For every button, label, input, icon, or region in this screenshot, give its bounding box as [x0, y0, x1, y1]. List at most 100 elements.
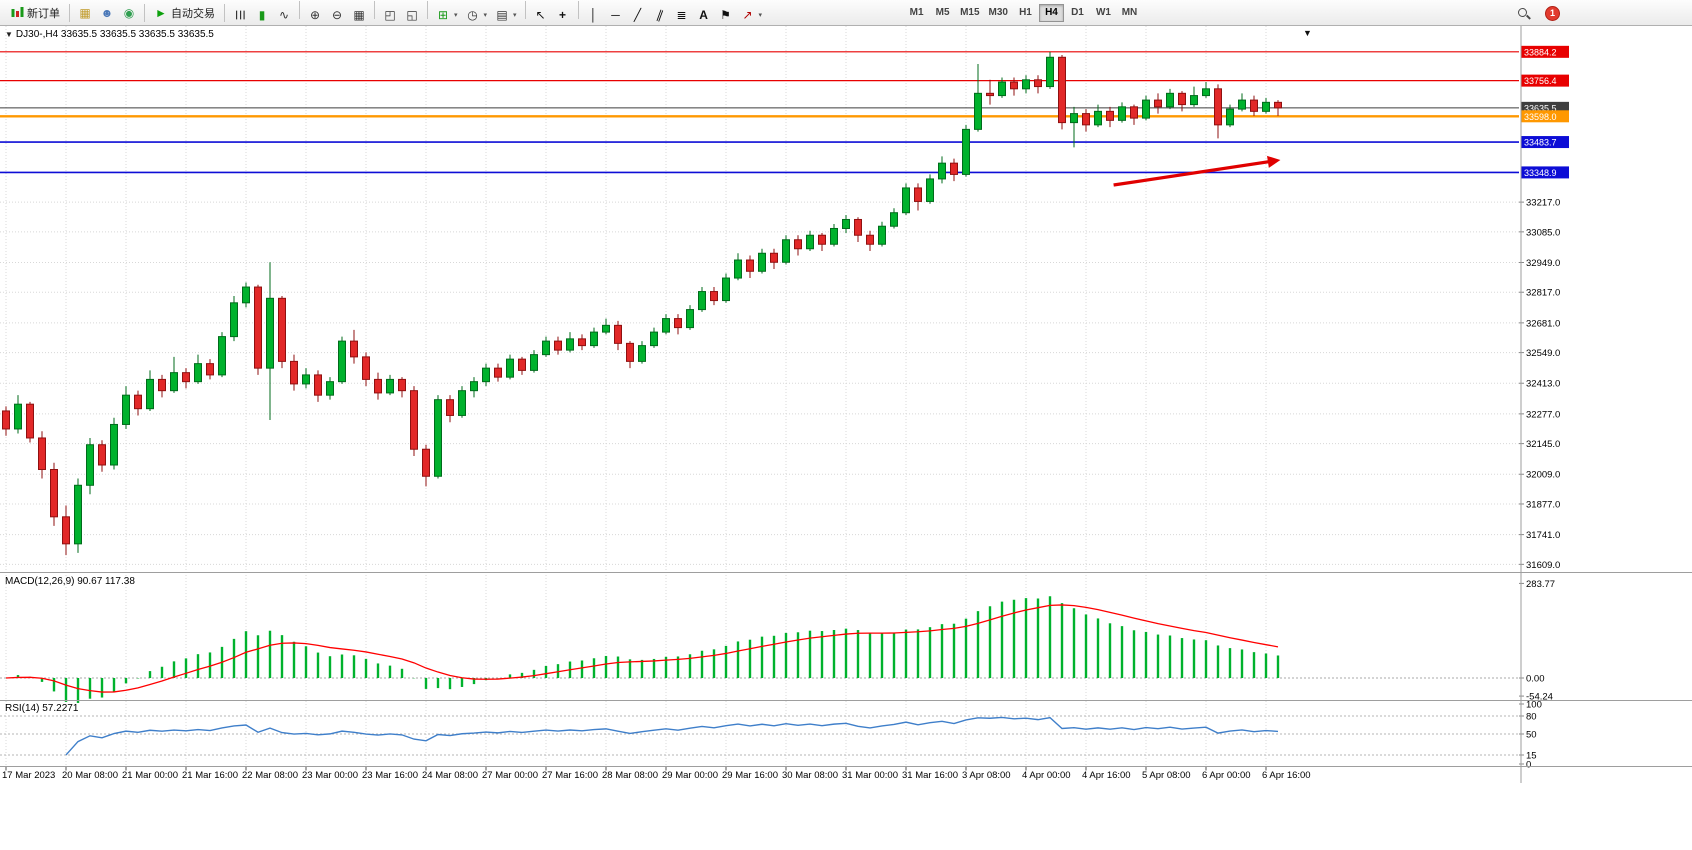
cascade-windows-button[interactable]: ◰ [379, 5, 401, 25]
chart-canvas[interactable]: 33217.0 33085.0 32949.0 32817.0 32681.0 32549… [0, 26, 1692, 783]
crosshair-icon: + [559, 7, 567, 22]
one-click-trading-icon[interactable]: ▼ [5, 30, 13, 39]
timeframe-button-d1[interactable]: D1 [1065, 4, 1090, 22]
dropdown-caret-icon: ▾ [483, 11, 488, 19]
text-icon: A [699, 7, 708, 22]
crosshair-button[interactable]: + [552, 5, 574, 25]
arrows-button[interactable]: ↗ ▾ [737, 5, 767, 25]
auto-trading-button[interactable]: ► 自动交易 [149, 3, 220, 23]
community-icon: ◉ [123, 5, 135, 20]
channel-button[interactable]: ∥ [649, 5, 671, 25]
candle [290, 360, 298, 385]
fibonacci-icon: ≣ [676, 7, 687, 22]
time-axis-label: 23 Mar 16:00 [362, 770, 418, 781]
time-axis-label: 21 Mar 16:00 [182, 770, 238, 781]
candles-chart-button[interactable]: ▮ [251, 5, 273, 25]
candle [242, 286, 250, 304]
timeframe-button-w1[interactable]: W1 [1091, 4, 1116, 22]
zoom-out-icon: ⊖ [331, 7, 343, 22]
periods-button[interactable]: ◷ ▾ [462, 5, 492, 25]
candle [1010, 81, 1018, 90]
label-icon: ⚑ [720, 7, 731, 22]
time-axis[interactable]: 17 Mar 2023 20 Mar 08:00 21 Mar 00:00 21 Ma… [2, 766, 1311, 782]
price-badge [1521, 136, 1569, 149]
dropdown-caret-icon: ▾ [454, 11, 458, 19]
cursor-button[interactable]: ↖ [530, 5, 552, 25]
new-chart-button[interactable]: ⊞ ▾ [432, 5, 462, 25]
time-axis-label: 30 Mar 08:00 [782, 770, 838, 781]
time-axis-label: 3 Apr 08:00 [962, 770, 1011, 781]
time-axis-label: 22 Mar 08:00 [242, 770, 298, 781]
toolbar-separator [299, 0, 300, 19]
macd-signal-line [5, 604, 1279, 693]
price-badge-label: 33635.5 [1524, 103, 1557, 113]
time-axis-label: 5 Apr 08:00 [1142, 770, 1191, 781]
annotations[interactable] [1113, 155, 1281, 187]
candle [1058, 56, 1066, 124]
tile-windows-button[interactable]: ▦ [348, 5, 370, 25]
timeframe-button-m1[interactable]: M1 [904, 4, 929, 22]
label-button[interactable]: ⚑ [715, 5, 737, 25]
layouts-button[interactable]: ▦ [74, 3, 96, 23]
horizontal-line-button[interactable]: ─ [605, 5, 627, 25]
price-axis-label: 32009.0 [1526, 470, 1560, 481]
text-button[interactable]: A [693, 5, 715, 25]
cursor-icon: ↖ [535, 7, 546, 22]
candle [98, 444, 106, 466]
price-axis-label: 32817.0 [1526, 288, 1560, 299]
time-axis-label: 24 Mar 08:00 [422, 770, 478, 781]
bars-chart-button[interactable]: ☰ [229, 5, 251, 25]
toolbar-separator [224, 3, 225, 22]
candle [878, 225, 886, 245]
candle [710, 291, 718, 302]
candle [794, 239, 802, 250]
notification-badge[interactable]: 1 [1545, 5, 1560, 21]
time-axis-label: 27 Mar 16:00 [542, 770, 598, 781]
fibonacci-button[interactable]: ≣ [671, 5, 693, 25]
time-axis-label: 28 Mar 08:00 [602, 770, 658, 781]
timeframe-button-h1[interactable]: H1 [1013, 4, 1038, 22]
candle [194, 363, 202, 383]
price-axis-label: 31877.0 [1526, 499, 1560, 510]
community-button[interactable]: ◉ [118, 3, 140, 23]
zoom-in-icon: ⊕ [309, 7, 321, 22]
trend-arrow-line[interactable] [1113, 159, 1272, 187]
candle [842, 218, 850, 229]
candle [410, 390, 418, 450]
candle [26, 403, 34, 439]
timeframe-button-m15[interactable]: M15 [956, 4, 983, 22]
timeframe-button-h4[interactable]: H4 [1038, 3, 1064, 22]
arrange-windows-button[interactable]: ◱ [401, 5, 423, 25]
timeframe-button-m30[interactable]: M30 [985, 4, 1012, 22]
line-chart-button[interactable]: ∿ [273, 5, 295, 25]
candle [314, 374, 322, 396]
vertical-line-button[interactable]: │ [583, 5, 605, 25]
zoom-out-button[interactable]: ⊖ [326, 5, 348, 25]
templates-icon: ▤ [496, 7, 508, 22]
timeframe-button-mn[interactable]: MN [1117, 4, 1142, 22]
zoom-in-button[interactable]: ⊕ [304, 5, 326, 25]
chart-dropdown-icon[interactable]: ▼ [1303, 28, 1312, 38]
candle [182, 372, 190, 383]
price-axis[interactable]: 33217.0 33085.0 32949.0 32817.0 32681.0 32549… [1519, 45, 1569, 771]
candle [1250, 99, 1258, 112]
templates-button[interactable]: ▤ ▾ [491, 5, 521, 25]
candle [1046, 56, 1054, 88]
trend-arrow-head[interactable] [1267, 155, 1281, 168]
candle [998, 81, 1006, 97]
time-axis-label: 23 Mar 00:00 [302, 770, 358, 781]
new-order-button[interactable]: 新订单 [5, 3, 65, 23]
main-toolbar: 新订单 ▦ ☻ ◉ ► 自动交易 ☰ ▮ ∿ ⊕ ⊖ ▦ ◰ ◱ ⊞ ▾ ◷ ▾ ▤ ▾ ↖ + │ ─ ╱ ∥ ≣ A ⚑ ↗ ▾… [0, 0, 1692, 26]
candle [170, 372, 178, 392]
search-button[interactable] [1512, 3, 1535, 23]
candle [578, 338, 586, 347]
candle [74, 484, 82, 545]
candle [374, 378, 382, 394]
profile-button[interactable]: ☻ [96, 3, 118, 23]
candle [674, 318, 682, 329]
toolbar-right: 1 [1512, 0, 1560, 26]
trendline-button[interactable]: ╱ [627, 5, 649, 25]
time-axis-label: 29 Mar 00:00 [662, 770, 718, 781]
timeframe-button-m5[interactable]: M5 [930, 4, 955, 22]
price-levels[interactable] [0, 51, 1519, 174]
